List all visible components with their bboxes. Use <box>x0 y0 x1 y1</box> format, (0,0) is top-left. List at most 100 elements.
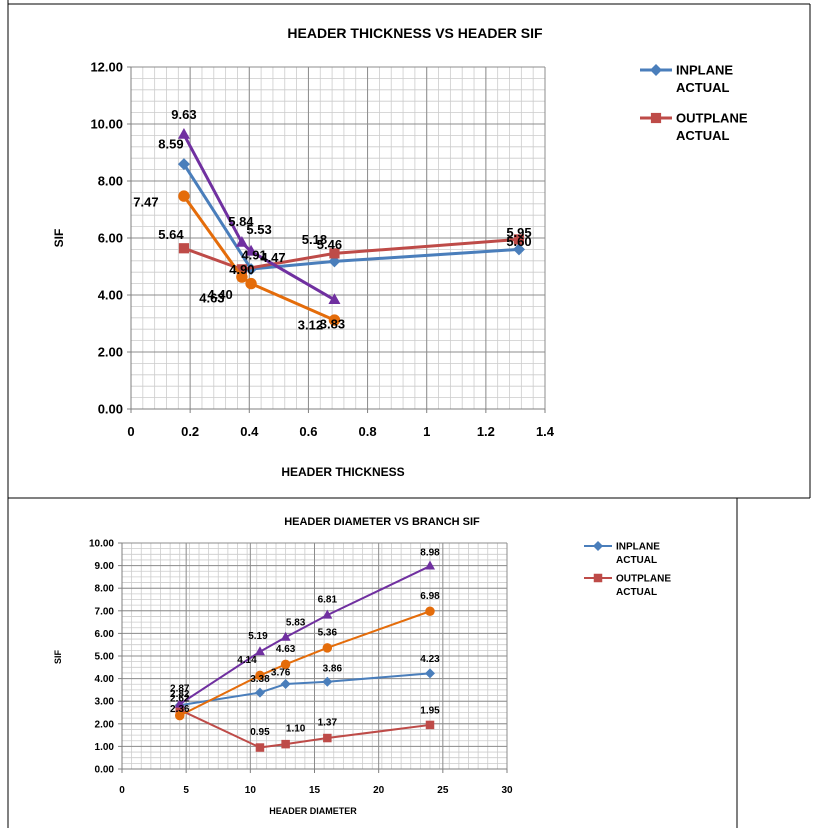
data-point-square <box>281 739 290 749</box>
data-label: 3.76 <box>271 668 291 679</box>
series-4 <box>178 190 341 326</box>
x-tick-label: 1.2 <box>477 424 495 439</box>
data-point-square <box>255 743 265 752</box>
data-point-circle <box>178 190 190 202</box>
y-tick-label: 8.00 <box>98 174 123 189</box>
series-line <box>183 237 520 271</box>
data-point-diamond <box>177 158 190 171</box>
data-label: 4.63 <box>276 644 296 655</box>
legend-marker <box>593 541 603 551</box>
data-point-circle <box>245 277 257 290</box>
data-point-triangle <box>245 244 258 256</box>
data-point-diamond <box>512 243 525 256</box>
series-1 <box>174 668 435 711</box>
series-line <box>182 163 520 271</box>
data-label: 8.98 <box>420 548 440 559</box>
y-tick-label: 5.00 <box>95 652 115 663</box>
data-label: 1.10 <box>286 724 306 735</box>
data-label: 3.86 <box>323 663 343 674</box>
data-point-diamond <box>425 668 435 679</box>
data-point-diamond <box>322 676 333 687</box>
legend-label: OUTPLANE ACTUAL <box>616 574 671 599</box>
data-point-circle <box>236 271 248 283</box>
data-point-square <box>178 243 190 254</box>
series-2 <box>175 705 435 752</box>
data-label: 4.23 <box>420 654 440 665</box>
data-label: 4.47 <box>260 250 285 265</box>
y-axis-label: SIF <box>52 229 66 248</box>
x-tick-label: 0.8 <box>359 424 377 439</box>
data-point-square <box>323 733 332 743</box>
data-point-circle <box>280 659 291 670</box>
x-tick-label: 0.4 <box>240 424 259 439</box>
data-label: 0.95 <box>250 727 270 738</box>
data-label: 7.47 <box>133 195 158 210</box>
data-point-square <box>329 248 340 259</box>
y-tick-label: 0.00 <box>95 765 115 776</box>
data-label: 3.83 <box>320 316 345 331</box>
data-point-diamond <box>280 679 291 690</box>
data-label: 4.91 <box>241 248 266 263</box>
x-tick-label: 15 <box>309 785 321 796</box>
data-label: 5.18 <box>302 232 327 247</box>
legend-entry: OUTPLANE ACTUAL <box>584 574 671 599</box>
series-3 <box>174 560 435 708</box>
y-tick-label: 12.00 <box>90 60 123 75</box>
data-label: 8.59 <box>158 137 183 152</box>
y-tick-label: 3.00 <box>95 697 115 708</box>
y-tick-label: 2.00 <box>95 719 115 730</box>
data-label: 5.53 <box>246 222 271 237</box>
legend-label: INPLANE ACTUAL <box>616 542 660 567</box>
chart-header-thickness: HEADER THICKNESS VS HEADER SIF HEADER THI… <box>52 25 748 479</box>
legend-entry: OUTPLANE ACTUAL <box>640 111 748 144</box>
data-point-diamond <box>254 687 265 698</box>
data-label: 4.14 <box>237 655 257 666</box>
data-label: 6.81 <box>318 595 338 606</box>
data-label: 1.95 <box>420 705 440 716</box>
data-label: 6.98 <box>420 591 440 602</box>
data-point-triangle <box>328 293 341 305</box>
data-point-square <box>513 234 525 245</box>
legend-entry: INPLANE ACTUAL <box>584 541 660 566</box>
y-tick-label: 10.00 <box>89 539 114 550</box>
y-tick-label: 1.00 <box>95 742 115 753</box>
data-label: 5.64 <box>158 227 184 242</box>
chart-title: HEADER THICKNESS VS HEADER SIF <box>287 25 543 41</box>
y-tick-label: 9.00 <box>95 561 115 572</box>
y-tick-label: 0.00 <box>98 402 123 417</box>
x-tick-label: 0.2 <box>181 424 199 439</box>
y-axis-label: SIF <box>53 650 63 665</box>
data-label: 4.63 <box>199 291 224 306</box>
x-tick-label: 5 <box>183 785 189 796</box>
data-label: 5.60 <box>506 234 531 249</box>
data-point-triangle <box>254 646 265 656</box>
x-tick-label: 10 <box>245 785 257 796</box>
data-label: 2.62 <box>170 693 190 704</box>
data-point-square <box>425 720 435 730</box>
y-tick-label: 4.00 <box>95 674 115 685</box>
data-label: 1.37 <box>318 718 338 729</box>
legend-marker <box>650 64 662 76</box>
data-point-triangle <box>174 698 185 708</box>
data-point-circle <box>425 606 435 617</box>
x-tick-label: 0 <box>127 424 134 439</box>
data-point-circle <box>322 643 333 653</box>
data-label: 5.19 <box>248 631 268 642</box>
series-2 <box>178 234 525 275</box>
x-tick-label: 1 <box>423 424 430 439</box>
y-tick-label: 10.00 <box>90 117 123 132</box>
data-label: 3.38 <box>250 674 270 685</box>
data-label: 9.63 <box>171 107 196 122</box>
data-label: 5.84 <box>228 214 254 229</box>
data-label: 5.95 <box>506 225 531 240</box>
data-point-square <box>236 264 247 275</box>
data-label: 2.82 <box>170 689 190 700</box>
legend-label: OUTPLANE ACTUAL <box>676 111 748 144</box>
x-tick-label: 0.6 <box>299 424 317 439</box>
y-tick-label: 6.00 <box>95 629 115 640</box>
x-tick-label: 25 <box>437 785 449 796</box>
y-tick-label: 6.00 <box>98 231 123 246</box>
y-tick-label: 7.00 <box>95 606 115 617</box>
